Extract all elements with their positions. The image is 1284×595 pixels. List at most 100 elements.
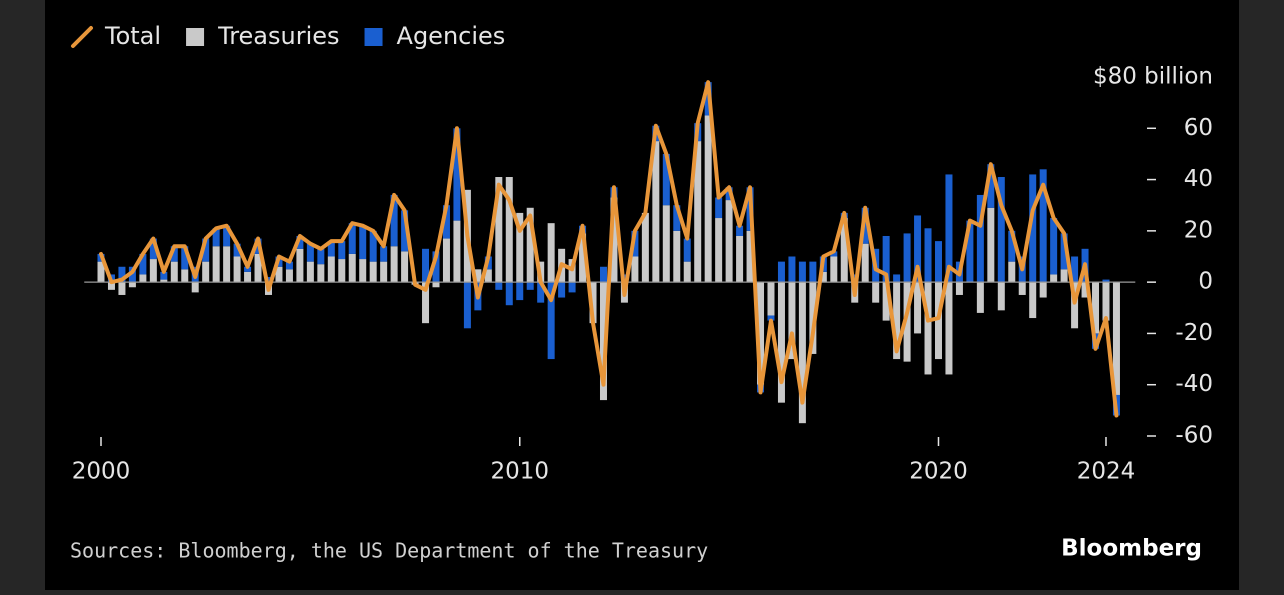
bar: [442, 205, 450, 239]
bar: [819, 271, 827, 283]
bar: [997, 282, 1005, 311]
legend-swatch: [71, 26, 93, 48]
bar: [955, 282, 963, 295]
bar: [223, 246, 231, 283]
bar: [861, 243, 869, 283]
bar: [662, 205, 670, 283]
bar: [715, 197, 723, 219]
bar: [924, 228, 932, 283]
bar: [1081, 282, 1089, 298]
bar: [317, 264, 325, 283]
bar: [1092, 282, 1100, 334]
y-tick-label: -20: [1175, 320, 1213, 346]
bar: [401, 251, 409, 283]
bar: [1060, 233, 1068, 270]
bar: [390, 246, 398, 283]
bar: [128, 266, 136, 283]
bar: [934, 282, 942, 360]
bar: [736, 225, 744, 236]
legend-swatch: [364, 28, 383, 46]
bar: [380, 246, 388, 262]
bar: [264, 277, 272, 283]
bar: [191, 282, 199, 293]
bar: [987, 164, 995, 208]
bar: [1008, 230, 1016, 262]
legend-label: Total: [104, 22, 161, 50]
bar: [767, 315, 775, 321]
bar: [694, 141, 702, 283]
bar: [1018, 282, 1026, 295]
bar: [537, 282, 545, 303]
bar: [170, 261, 178, 283]
bar: [244, 266, 252, 272]
bar: [296, 235, 304, 249]
bar: [212, 246, 220, 283]
bar: [547, 223, 555, 283]
bar: [233, 243, 241, 257]
bar: [861, 207, 869, 244]
bar: [1039, 169, 1047, 283]
bar: [139, 274, 147, 283]
x-tick-label: 2010: [490, 459, 549, 485]
bar: [589, 282, 597, 324]
bar: [149, 259, 157, 283]
bar: [683, 261, 691, 283]
bar: [830, 256, 838, 283]
bar: [223, 225, 231, 247]
bar: [505, 177, 513, 283]
bar: [777, 282, 785, 403]
y-tick-label: 60: [1184, 115, 1213, 141]
bar: [924, 282, 932, 375]
logo: Bloomberg: [1061, 536, 1202, 562]
bar: [526, 207, 534, 283]
bar: [149, 238, 157, 260]
bar: [893, 274, 901, 283]
bar: [840, 218, 848, 283]
bar: [369, 261, 377, 283]
bar: [798, 282, 806, 424]
bar: [170, 246, 178, 262]
bar: [976, 282, 984, 313]
bar: [641, 212, 649, 283]
bar: [474, 269, 482, 283]
bar: [160, 279, 168, 283]
bar: [673, 230, 681, 283]
bar: [275, 266, 283, 283]
y-tick-label: 40: [1184, 166, 1213, 192]
bar: [893, 282, 901, 360]
bar: [463, 282, 471, 329]
bar: [631, 256, 639, 283]
bar: [809, 261, 817, 283]
bar: [317, 248, 325, 265]
bar: [359, 259, 367, 283]
bar: [296, 248, 304, 283]
x-tick-label: 2024: [1077, 459, 1136, 485]
bar: [1060, 269, 1068, 283]
y-tick-label: 0: [1198, 269, 1213, 295]
bar: [830, 251, 838, 257]
bar: [254, 253, 262, 283]
bar: [212, 228, 220, 247]
bar: [914, 282, 922, 334]
bar: [914, 215, 922, 283]
bar: [1029, 174, 1037, 283]
bar: [390, 194, 398, 247]
bar: [558, 282, 566, 298]
bar: [976, 194, 984, 283]
bar: [495, 177, 503, 283]
bar: [547, 282, 555, 360]
bar: [579, 233, 587, 283]
bar: [987, 207, 995, 283]
bar: [903, 282, 911, 362]
bar: [788, 282, 796, 360]
bar: [139, 253, 147, 275]
source-note: Sources: Bloomberg, the US Department of…: [70, 539, 708, 563]
bar: [610, 197, 618, 283]
bar: [327, 241, 335, 257]
total-line: [99, 80, 1119, 418]
bar: [233, 256, 241, 283]
bar: [118, 266, 126, 283]
bar: [118, 282, 126, 295]
bar: [903, 233, 911, 283]
bar: [809, 282, 817, 354]
